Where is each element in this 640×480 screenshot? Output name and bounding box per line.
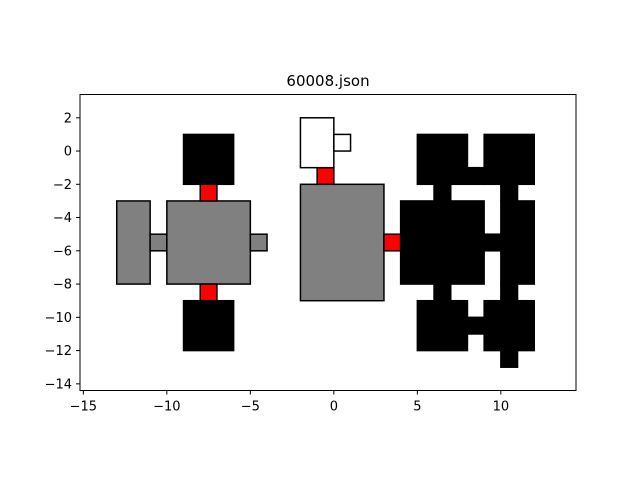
diagram-shapes bbox=[115, 117, 536, 368]
room-rect-gray-4 bbox=[299, 183, 385, 302]
room-rect-black-17 bbox=[500, 183, 519, 202]
y-axis: 2 0 −2 −4 −6 −8 −10 −12 −14 bbox=[45, 111, 80, 392]
x-tick-label: −10 bbox=[153, 400, 180, 415]
room-rect-red-7 bbox=[199, 183, 218, 202]
room-rect-gray-3 bbox=[249, 233, 268, 252]
x-tick-label: −15 bbox=[70, 400, 97, 415]
room-rect-black-23 bbox=[416, 299, 469, 352]
y-tick-label: 2 bbox=[64, 111, 72, 126]
room-rect-red-8 bbox=[199, 283, 218, 302]
room-rect-black-24 bbox=[466, 316, 485, 335]
room-rect-black-21 bbox=[433, 283, 452, 302]
room-rect-black-18 bbox=[399, 200, 485, 285]
room-rect-black-13 bbox=[416, 133, 469, 186]
room-rect-red-9 bbox=[316, 166, 335, 186]
room-rect-gray-0 bbox=[115, 200, 151, 285]
room-rect-black-19 bbox=[483, 233, 502, 252]
chart-title: 60008.json bbox=[286, 72, 369, 90]
room-rect-black-14 bbox=[483, 133, 535, 186]
x-axis: −15 −10 −5 0 5 10 bbox=[70, 390, 510, 415]
y-tick-label: −8 bbox=[53, 278, 72, 293]
room-rect-black-5 bbox=[182, 133, 235, 186]
x-tick-label: 10 bbox=[493, 400, 510, 415]
room-rect-black-15 bbox=[466, 166, 485, 186]
axes-frame bbox=[79, 94, 577, 391]
y-tick-label: −10 bbox=[45, 311, 72, 326]
room-rect-black-25 bbox=[483, 299, 535, 352]
y-tick-label: −2 bbox=[53, 178, 72, 193]
room-rect-black-16 bbox=[433, 183, 452, 202]
x-tick-label: −5 bbox=[241, 400, 260, 415]
room-rect-white-12 bbox=[333, 133, 352, 152]
room-rect-gray-1 bbox=[149, 233, 168, 252]
y-tick-label: −12 bbox=[45, 344, 72, 359]
room-rect-black-26 bbox=[500, 349, 519, 368]
y-tick-label: −6 bbox=[53, 244, 72, 259]
x-tick-label: 0 bbox=[330, 400, 338, 415]
room-rect-black-6 bbox=[182, 299, 235, 352]
room-rect-black-20 bbox=[500, 200, 536, 285]
room-rect-gray-2 bbox=[166, 200, 252, 285]
x-tick-label: 5 bbox=[413, 400, 421, 415]
y-tick-label: 0 bbox=[64, 145, 72, 160]
y-tick-label: −14 bbox=[45, 377, 72, 392]
room-rect-black-22 bbox=[500, 283, 519, 302]
room-rect-red-10 bbox=[383, 233, 402, 252]
y-tick-label: −4 bbox=[53, 211, 72, 226]
room-rect-white-11 bbox=[299, 117, 335, 169]
